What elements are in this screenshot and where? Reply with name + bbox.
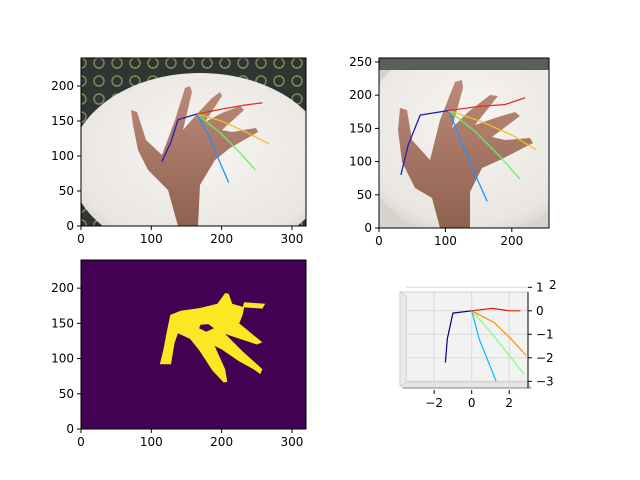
finger-line-5	[448, 97, 526, 112]
y-tick-label: 150	[349, 121, 372, 135]
pose-finger-5	[471, 307, 521, 312]
pose-finger-3	[471, 310, 525, 375]
panel-segmentation-mask: 0 100 200 300 0 50 100 150 200	[51, 259, 307, 449]
pane-floor	[399, 381, 532, 389]
skeleton-b	[400, 97, 537, 202]
ticks-d: −2 0 2 −3 −2 −1 0 1	[425, 280, 553, 410]
y-tick-label: 0	[536, 304, 544, 318]
ticks-b: 0 100 200 0 50 100 150 200 250	[349, 55, 523, 248]
x-tick-label: 200	[210, 232, 233, 246]
hand-photo	[398, 80, 533, 228]
ticks-a: 0 100 200 300 0 50 100 150 200	[51, 79, 303, 246]
skeleton-a	[161, 102, 270, 183]
x-tick-label: 0	[77, 232, 85, 246]
x-tick-label: −2	[425, 396, 443, 410]
y-tick-label: 1	[536, 280, 544, 294]
mask-hole-1	[199, 324, 214, 332]
y-tick-label: 100	[349, 155, 372, 169]
x-tick-label: 0	[375, 234, 383, 248]
y-tick-label: 250	[349, 55, 372, 69]
panel-cropped-hand: 0 100 200 0 50 100 150 200 250	[349, 55, 550, 248]
panel-rgb-input: 0 100 200 300 0 50 100 150 200	[51, 57, 307, 246]
x-tick-label: 0	[468, 396, 476, 410]
finger-line-3	[196, 113, 256, 171]
axes-frame-c	[80, 259, 307, 430]
z-tick-fragment: 2	[549, 278, 557, 292]
pose-lines	[444, 307, 527, 382]
x-tick-label: 200	[210, 435, 233, 449]
pose-finger-2	[471, 310, 497, 382]
mask-background	[81, 260, 306, 429]
x-tick-label: 0	[77, 435, 85, 449]
y-tick-label: 0	[364, 221, 372, 235]
y-tick-label: 0	[66, 219, 74, 233]
panel-3d-pose: −2 0 2−3−2−101 2	[399, 278, 557, 410]
y-tick-label: 150	[51, 114, 74, 128]
x-tick-label: 200	[500, 234, 523, 248]
finger-line-4	[196, 113, 270, 145]
y-tick-label: 200	[349, 88, 372, 102]
ticks-c: 0 100 200 300 0 50 100 150 200	[51, 281, 303, 449]
pane-side	[399, 291, 407, 387]
x-tick-label: 100	[140, 435, 163, 449]
finger-line-3	[448, 109, 521, 180]
pose-finger-4	[471, 310, 527, 356]
finger-line-5	[196, 102, 263, 115]
y-tick-label: −2	[536, 351, 554, 365]
y-tick-label: 200	[51, 281, 74, 295]
hand-photo	[131, 86, 258, 226]
x-tick-label: 2	[505, 396, 513, 410]
finger-line-2	[196, 113, 230, 183]
pose-finger-1	[444, 310, 472, 363]
mask-foreground	[159, 293, 266, 383]
finger-line-1	[161, 113, 198, 162]
mask-region-1	[159, 293, 263, 383]
axes-frame-a	[80, 57, 307, 227]
y-tick-label: 150	[51, 316, 74, 330]
finger-line-1	[400, 109, 449, 176]
y-tick-label: 50	[59, 184, 74, 198]
axes-frame-b	[378, 57, 550, 229]
x-tick-label: 100	[140, 232, 163, 246]
finger-line-4	[448, 109, 537, 151]
y-tick-label: 100	[51, 352, 74, 366]
x-tick-label: 300	[280, 435, 303, 449]
x-tick-label: 100	[434, 234, 457, 248]
y-tick-label: 200	[51, 79, 74, 93]
y-tick-label: 0	[66, 422, 74, 436]
y-tick-label: 50	[59, 387, 74, 401]
y-tick-label: 100	[51, 149, 74, 163]
mask-region-2	[242, 302, 266, 309]
y-tick-label: −3	[536, 374, 554, 388]
y-tick-label: 50	[357, 188, 372, 202]
finger-line-2	[448, 110, 488, 202]
y-tick-label: −1	[536, 327, 554, 341]
x-tick-label: 300	[280, 232, 303, 246]
